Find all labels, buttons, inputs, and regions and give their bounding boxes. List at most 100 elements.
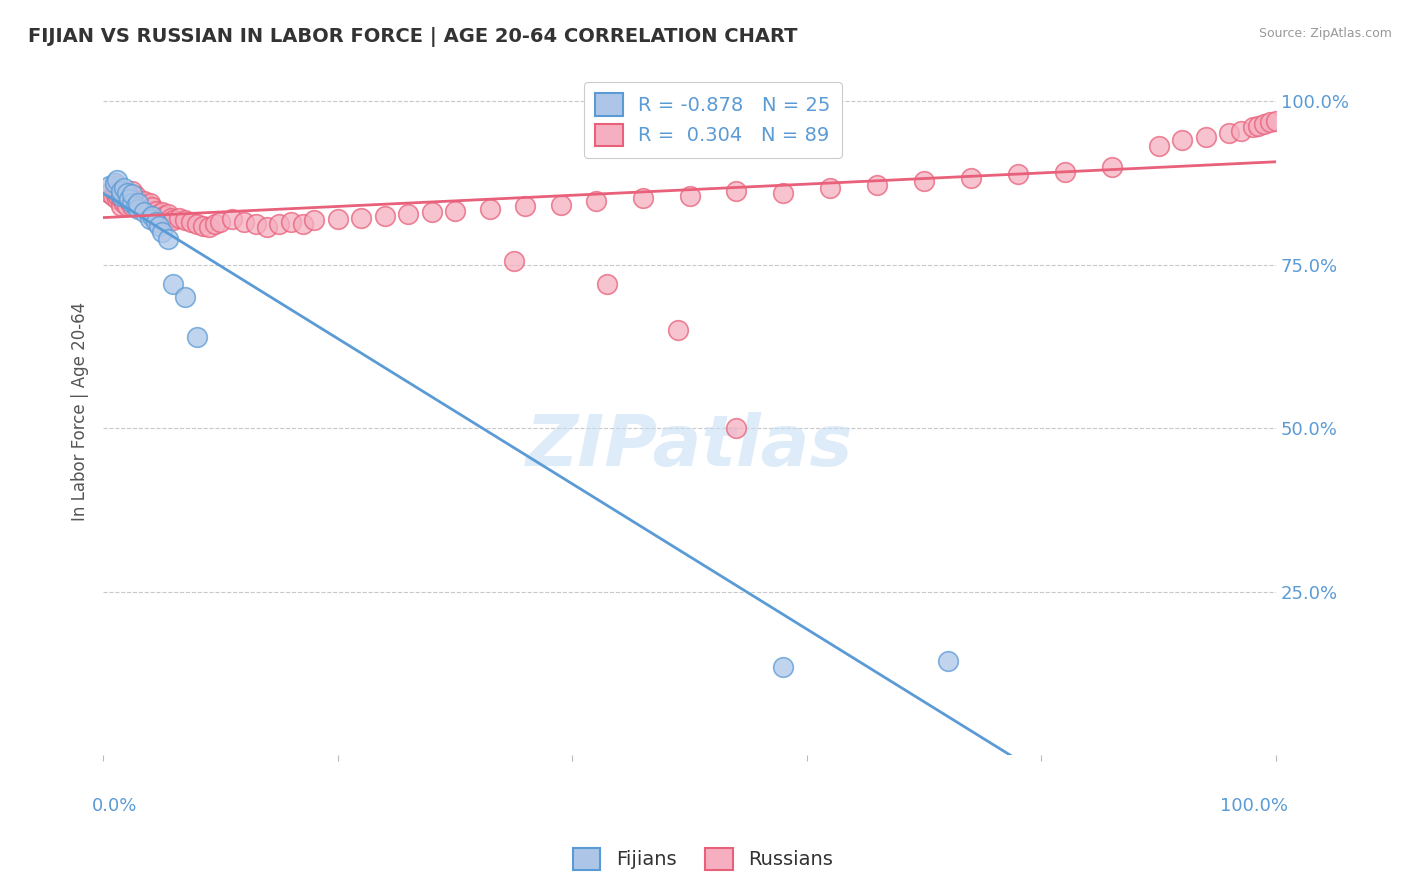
Point [125, 199, 148, 213]
Point [221, 211, 243, 226]
Point [180, 215, 202, 229]
Point [585, 194, 607, 208]
Point [1007, 168, 1029, 182]
Text: 100.0%: 100.0% [1219, 797, 1288, 814]
Point [150, 225, 173, 239]
Point [866, 178, 889, 192]
Point [936, 653, 959, 667]
Point [960, 171, 983, 186]
Point [153, 209, 176, 223]
Point [1253, 117, 1275, 131]
Point [115, 191, 138, 205]
Point [105, 172, 128, 186]
Point [136, 197, 159, 211]
Point [245, 217, 267, 231]
Point [302, 213, 325, 227]
Point [115, 199, 138, 213]
Point [267, 217, 290, 231]
Point [139, 202, 162, 216]
Point [160, 211, 183, 225]
Point [145, 215, 167, 229]
Point [725, 421, 748, 435]
Point [141, 209, 163, 223]
Point [139, 195, 162, 210]
Point [115, 186, 138, 200]
Point [134, 200, 156, 214]
Point [550, 197, 572, 211]
Text: 0.0%: 0.0% [91, 797, 136, 814]
Point [204, 217, 226, 231]
Legend: R = -0.878   N = 25, R =  0.304   N = 89: R = -0.878 N = 25, R = 0.304 N = 89 [583, 82, 842, 158]
Point [127, 200, 149, 214]
Y-axis label: In Labor Force | Age 20-64: In Labor Force | Age 20-64 [72, 302, 89, 522]
Point [104, 179, 127, 194]
Text: Source: ZipAtlas.com: Source: ZipAtlas.com [1258, 27, 1392, 40]
Point [820, 180, 842, 194]
Point [127, 194, 149, 208]
Point [121, 199, 143, 213]
Point [1053, 165, 1076, 179]
Point [374, 209, 396, 223]
Point [125, 189, 148, 203]
Point [121, 185, 143, 199]
Point [118, 188, 141, 202]
Point [129, 197, 152, 211]
Point [105, 182, 128, 196]
Point [121, 195, 143, 210]
Point [280, 215, 302, 229]
Point [1218, 126, 1240, 140]
Legend: Fijians, Russians: Fijians, Russians [565, 839, 841, 878]
Point [110, 189, 132, 203]
Point [107, 189, 129, 203]
Point [186, 329, 208, 343]
Point [1229, 123, 1251, 137]
Point [110, 185, 132, 199]
Point [174, 290, 197, 304]
Point [148, 219, 170, 233]
Point [118, 192, 141, 206]
Point [104, 186, 127, 200]
Point [232, 215, 254, 229]
Text: ZIPatlas: ZIPatlas [526, 412, 853, 481]
Point [148, 207, 170, 221]
Point [169, 211, 191, 225]
Point [121, 187, 143, 202]
Point [162, 213, 184, 227]
Point [141, 200, 163, 214]
Point [150, 205, 173, 219]
Point [725, 185, 748, 199]
Point [291, 217, 314, 231]
Point [1241, 120, 1264, 135]
Point [678, 189, 700, 203]
Point [112, 187, 135, 202]
Point [98, 186, 121, 200]
Point [139, 211, 162, 226]
Point [197, 219, 219, 234]
Point [502, 254, 524, 268]
Point [162, 277, 184, 292]
Point [127, 202, 149, 216]
Point [174, 213, 197, 227]
Point [156, 207, 179, 221]
Point [110, 191, 132, 205]
Point [104, 176, 127, 190]
Point [1265, 113, 1288, 128]
Point [1258, 115, 1281, 129]
Point [256, 219, 278, 234]
Point [105, 192, 128, 206]
Point [1147, 138, 1170, 153]
Point [118, 194, 141, 208]
Text: FIJIAN VS RUSSIAN IN LABOR FORCE | AGE 20-64 CORRELATION CHART: FIJIAN VS RUSSIAN IN LABOR FORCE | AGE 2… [28, 27, 797, 46]
Point [1247, 119, 1270, 133]
Point [112, 180, 135, 194]
Point [631, 191, 654, 205]
Point [125, 197, 148, 211]
Point [191, 219, 214, 233]
Point [98, 179, 121, 194]
Point [420, 205, 443, 219]
Point [110, 199, 132, 213]
Point [479, 202, 502, 216]
Point [134, 205, 156, 219]
Point [186, 217, 208, 231]
Point [112, 195, 135, 210]
